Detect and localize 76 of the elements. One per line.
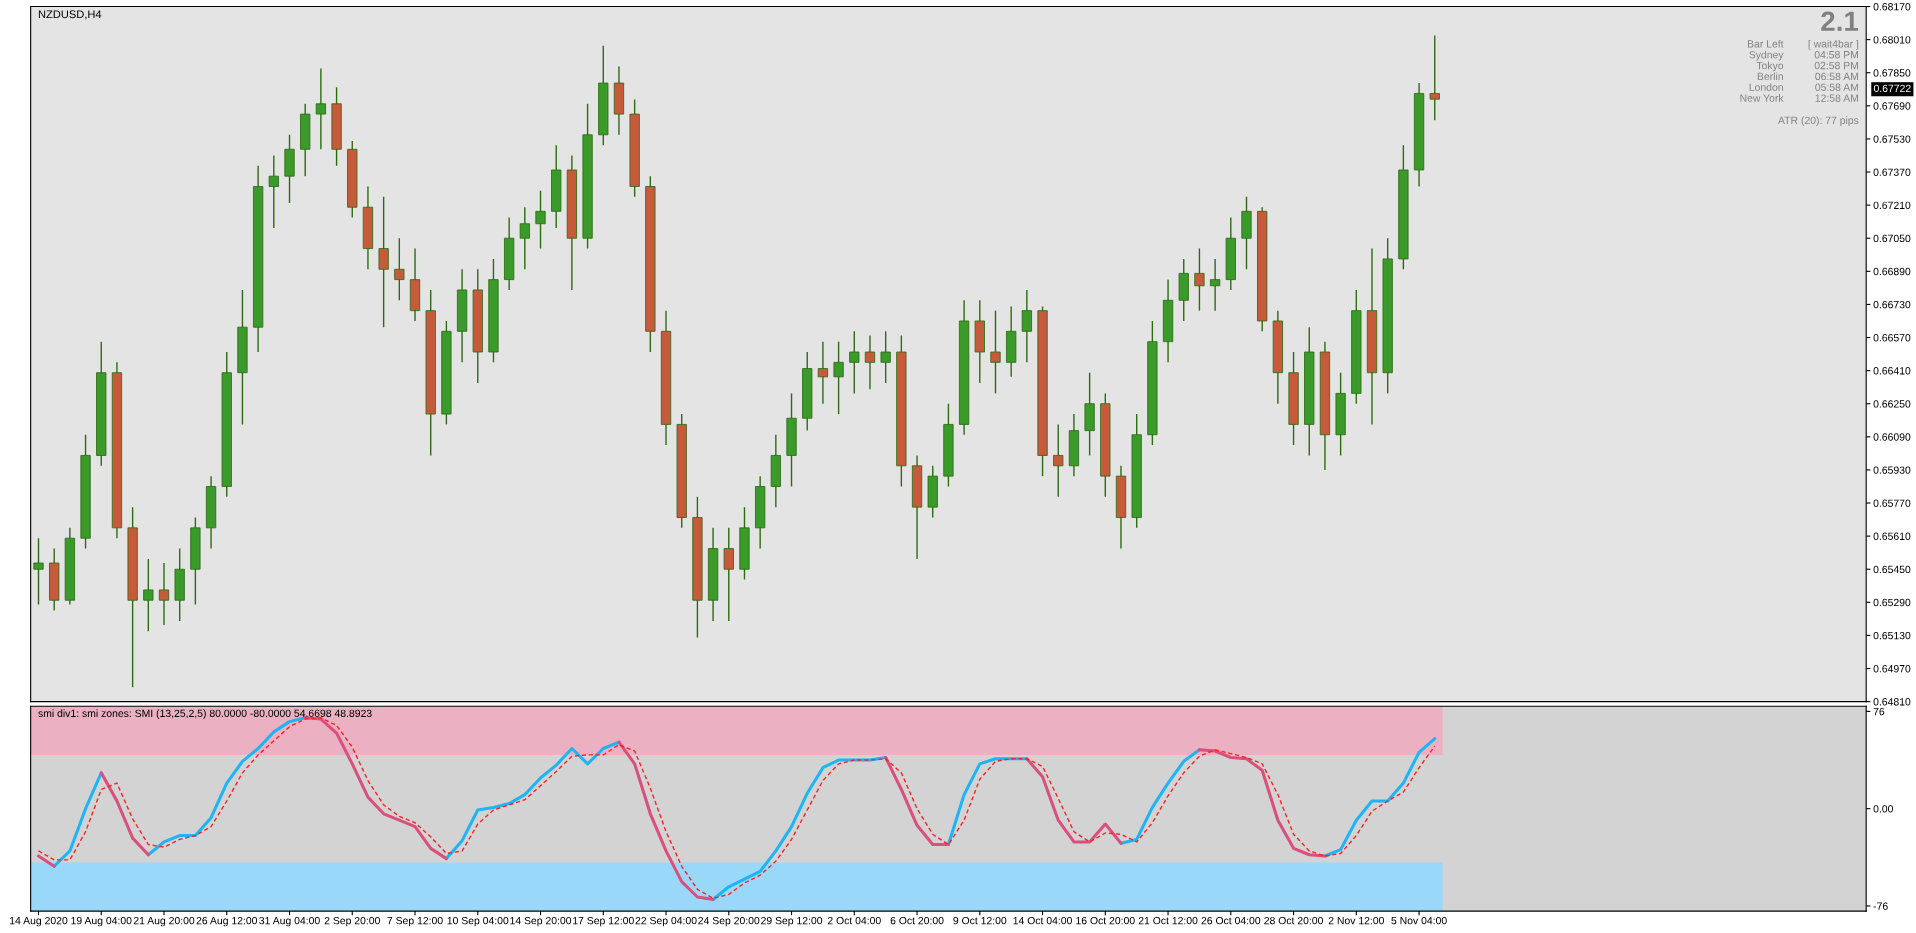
x-tick-label: 28 Oct 20:00: [1264, 916, 1323, 925]
candlestick: [268, 154, 279, 229]
y-tick-label: 0.67850: [1873, 69, 1911, 77]
candlestick: [378, 196, 389, 328]
y-tick-label: 0.66250: [1873, 400, 1911, 408]
x-tick-label: 21 Aug 20:00: [133, 916, 195, 927]
x-tick-label: 10 Sep 04:00: [447, 916, 509, 927]
y-tick-label: 0.67210: [1873, 201, 1911, 209]
y-tick-label: 0.66410: [1873, 367, 1911, 375]
x-tick-label: 26 Oct 04:00: [1201, 916, 1261, 925]
x-tick-label: 22 Sep 04:00: [635, 916, 697, 927]
y-tick-label: 0.67530: [1873, 135, 1911, 143]
candlestick: [33, 537, 44, 606]
x-tick-label: 9 Oct 12:00: [953, 916, 1007, 925]
candlestick: [990, 309, 1001, 395]
candlestick: [519, 206, 530, 270]
x-tick-label: 19 Aug 04:00: [71, 916, 132, 927]
x-tick-label: 6 Oct 20:00: [890, 916, 944, 925]
text: 0.67722: [1873, 84, 1911, 93]
y-tick-label: 0.65450: [1873, 565, 1911, 574]
y-tick-label: 0.66730: [1873, 300, 1911, 309]
candlestick: [158, 562, 170, 626]
y-tick-label: 0.67050: [1873, 234, 1911, 243]
annotation: ATR (20): 77 pips: [1778, 116, 1859, 127]
y-tick-label: 0.64810: [1873, 698, 1911, 706]
candlestick: [833, 340, 844, 415]
annotation: Bar Left Sydney Tokyo Berlin London New York: [1740, 39, 1784, 102]
x-tick-label: 14 Sep 20:00: [510, 916, 572, 927]
candlestick: [1021, 289, 1032, 364]
y-tick-label: 0.67690: [1873, 102, 1911, 110]
x-tick-label: 26 Aug 12:00: [196, 916, 258, 927]
candlestick: [817, 340, 829, 405]
candlestick: [1194, 247, 1205, 312]
x-tick-label: 24 Sep 20:00: [698, 916, 760, 927]
x-tick-label: 14 Oct 04:00: [1013, 916, 1072, 925]
x-tick-label: 14 Aug 2020: [10, 916, 68, 927]
y-tick-label: 0.66890: [1873, 267, 1911, 276]
candlestick: [880, 330, 891, 384]
y-tick-label: 0.68170: [1873, 3, 1911, 11]
x-tick-label: 7 Sep 12:00: [387, 916, 443, 927]
candlestick: [1209, 258, 1221, 312]
y-tick-label: 0.68010: [1873, 36, 1911, 44]
y-tick-label: -76: [1873, 902, 1888, 910]
candlestick: [723, 527, 734, 622]
x-tick-label: 2 Sep 20:00: [324, 916, 380, 927]
annotation: 2.1: [1821, 11, 1859, 31]
candlestick: [394, 237, 405, 301]
candlestick: [864, 334, 876, 390]
candlestick: [849, 330, 860, 395]
candlestick: [1053, 423, 1064, 498]
x-tick-label: 31 Aug 04:00: [259, 916, 320, 927]
x-tick-label: 2 Oct 04:00: [827, 916, 881, 925]
chart-title: smi div1: smi zones: SMI (13,25,2,5) 80.0000 -80.0000 54.6698 48.8923: [38, 709, 372, 720]
y-tick-label: 0.65290: [1873, 598, 1911, 607]
x-tick-label: 2 Nov 12:00: [1328, 916, 1384, 925]
x-tick-label: 16 Oct 20:00: [1076, 916, 1135, 925]
y-tick-label: 0.66570: [1873, 334, 1911, 342]
y-tick-label: 0.65770: [1873, 499, 1911, 507]
y-tick-label: 76: [1873, 707, 1885, 716]
chart-title: NZDUSD,H4: [38, 10, 102, 20]
y-tick-label: 0.65930: [1873, 466, 1911, 474]
y-tick-label: 0.65610: [1873, 532, 1911, 540]
y-tick-label: 0.00: [1873, 805, 1893, 813]
candlestick: [143, 558, 154, 632]
y-tick-label: 0.65130: [1873, 631, 1911, 640]
annotation: [ wait4bar ] 04:58 PM 02:58 PM 06:58 AM 05:58 AM 12:58 AM: [1808, 39, 1859, 102]
candlestick: [1429, 34, 1440, 122]
x-tick-label: 17 Sep 12:00: [573, 916, 634, 927]
x-tick-label: 29 Sep 12:00: [761, 916, 823, 927]
y-tick-label: 0.64970: [1873, 665, 1911, 673]
y-tick-label: 0.67370: [1873, 168, 1911, 176]
y-tick-label: 0.66090: [1873, 433, 1911, 441]
x-tick-label: 5 Nov 04:00: [1391, 916, 1447, 925]
candlestick: [315, 67, 327, 150]
candlestick: [535, 189, 546, 250]
x-tick-label: 21 Oct 12:00: [1138, 916, 1198, 925]
